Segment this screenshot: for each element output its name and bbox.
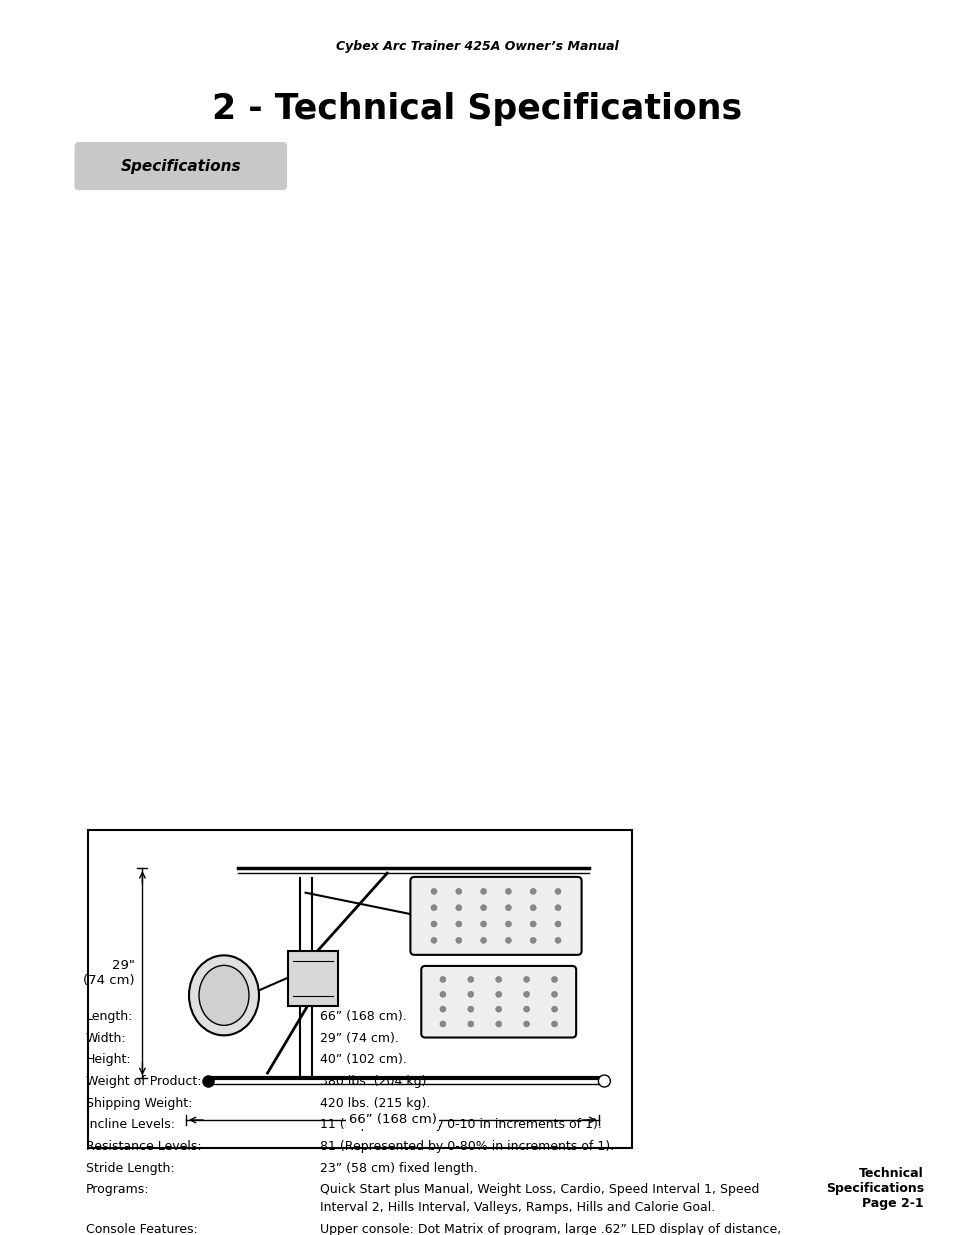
Circle shape xyxy=(505,921,511,927)
Circle shape xyxy=(456,921,461,927)
Circle shape xyxy=(467,1007,474,1013)
Circle shape xyxy=(530,905,536,910)
Circle shape xyxy=(496,977,501,983)
Text: 66” (168 cm): 66” (168 cm) xyxy=(349,1114,436,1126)
Circle shape xyxy=(555,921,560,927)
Circle shape xyxy=(551,1007,557,1013)
Text: 11 (Represented by 0-10 in increments of 1).: 11 (Represented by 0-10 in increments of… xyxy=(319,1118,600,1131)
Bar xyxy=(287,951,337,1005)
Circle shape xyxy=(530,921,536,927)
Ellipse shape xyxy=(199,966,249,1025)
Circle shape xyxy=(456,905,461,910)
Circle shape xyxy=(523,977,529,983)
Text: Shipping Weight:: Shipping Weight: xyxy=(86,1097,193,1110)
Circle shape xyxy=(505,905,511,910)
Circle shape xyxy=(523,992,529,998)
Circle shape xyxy=(431,937,436,944)
Circle shape xyxy=(523,1021,529,1028)
Text: Specifications: Specifications xyxy=(120,158,241,174)
Text: Weight of Product:: Weight of Product: xyxy=(86,1074,201,1088)
Text: Technical
Specifications
Page 2-1: Technical Specifications Page 2-1 xyxy=(825,1167,923,1210)
Circle shape xyxy=(480,937,486,944)
Text: Height:: Height: xyxy=(86,1053,132,1067)
FancyBboxPatch shape xyxy=(421,966,576,1037)
Circle shape xyxy=(467,1021,474,1028)
Circle shape xyxy=(505,937,511,944)
Text: 40” (102 cm).: 40” (102 cm). xyxy=(319,1053,406,1067)
Circle shape xyxy=(456,888,461,894)
Circle shape xyxy=(480,921,486,927)
Circle shape xyxy=(439,992,445,998)
Ellipse shape xyxy=(189,956,258,1035)
Circle shape xyxy=(439,1021,445,1028)
Text: 23” (58 cm) fixed length.: 23” (58 cm) fixed length. xyxy=(319,1161,476,1174)
Circle shape xyxy=(496,992,501,998)
Circle shape xyxy=(523,1007,529,1013)
Circle shape xyxy=(467,977,474,983)
Circle shape xyxy=(530,888,536,894)
Text: 29” (74 cm).: 29” (74 cm). xyxy=(319,1032,398,1045)
FancyBboxPatch shape xyxy=(75,143,286,189)
Circle shape xyxy=(551,1021,557,1028)
Text: Interval 2, Hills Interval, Valleys, Ramps, Hills and Calorie Goal.: Interval 2, Hills Interval, Valleys, Ram… xyxy=(319,1200,714,1214)
Text: 81 (Represented by 0-80% in increments of 1).: 81 (Represented by 0-80% in increments o… xyxy=(319,1140,613,1153)
Text: Stride Length:: Stride Length: xyxy=(86,1161,174,1174)
Circle shape xyxy=(467,992,474,998)
Circle shape xyxy=(439,977,445,983)
FancyBboxPatch shape xyxy=(410,877,581,955)
Circle shape xyxy=(555,937,560,944)
Text: Incline Levels:: Incline Levels: xyxy=(86,1118,174,1131)
Circle shape xyxy=(439,1007,445,1013)
Circle shape xyxy=(551,992,557,998)
Circle shape xyxy=(431,888,436,894)
Circle shape xyxy=(530,937,536,944)
Circle shape xyxy=(496,1007,501,1013)
Circle shape xyxy=(555,905,560,910)
Text: Upper console: Dot Matrix of program, large .62” LED display of distance,: Upper console: Dot Matrix of program, la… xyxy=(319,1223,780,1235)
Circle shape xyxy=(496,1021,501,1028)
Text: Programs:: Programs: xyxy=(86,1183,150,1197)
Text: Length:: Length: xyxy=(86,1010,133,1024)
Text: 420 lbs. (215 kg).: 420 lbs. (215 kg). xyxy=(319,1097,430,1110)
Text: 29"
(74 cm): 29" (74 cm) xyxy=(83,960,134,987)
Circle shape xyxy=(480,888,486,894)
Circle shape xyxy=(456,937,461,944)
Circle shape xyxy=(505,888,511,894)
Circle shape xyxy=(431,905,436,910)
Text: 2 - Technical Specifications: 2 - Technical Specifications xyxy=(212,91,741,126)
Text: Width:: Width: xyxy=(86,1032,127,1045)
Text: Resistance Levels:: Resistance Levels: xyxy=(86,1140,201,1153)
Circle shape xyxy=(551,977,557,983)
Text: Console Features:: Console Features: xyxy=(86,1223,197,1235)
Bar xyxy=(88,830,631,1149)
Circle shape xyxy=(431,921,436,927)
Text: 380 lbs. (204 kg).: 380 lbs. (204 kg). xyxy=(319,1074,430,1088)
Ellipse shape xyxy=(598,1074,610,1087)
Text: Quick Start plus Manual, Weight Loss, Cardio, Speed Interval 1, Speed: Quick Start plus Manual, Weight Loss, Ca… xyxy=(319,1183,759,1197)
Circle shape xyxy=(480,905,486,910)
Text: 66” (168 cm).: 66” (168 cm). xyxy=(319,1010,406,1024)
Circle shape xyxy=(555,888,560,894)
Text: Cybex Arc Trainer 425A Owner’s Manual: Cybex Arc Trainer 425A Owner’s Manual xyxy=(335,41,618,53)
